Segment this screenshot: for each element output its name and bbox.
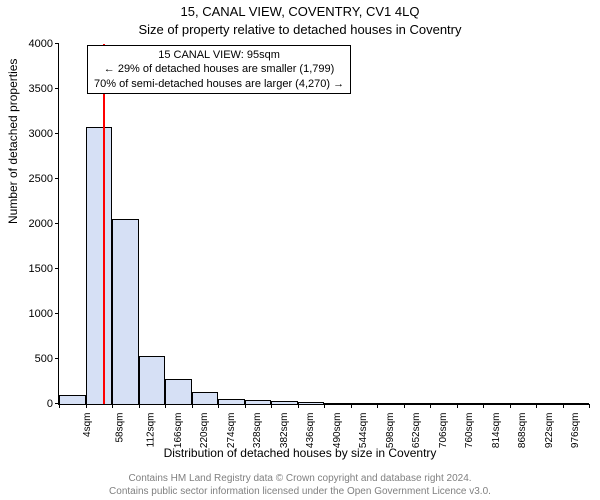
- histogram-bar: [218, 399, 245, 404]
- annotation-line3: 70% of semi-detached houses are larger (…: [94, 77, 344, 91]
- x-tick-label: 112sqm: [145, 413, 156, 448]
- annotation-line2: ← 29% of detached houses are smaller (1,…: [94, 62, 344, 76]
- y-axis-label: Number of detached properties: [6, 59, 20, 224]
- histogram-bar: [324, 403, 351, 404]
- x-axis-label: Distribution of detached houses by size …: [0, 446, 600, 460]
- x-tick-label: 328sqm: [252, 413, 263, 449]
- x-tick-label: 760sqm: [464, 413, 475, 449]
- x-tick-mark: [218, 404, 219, 408]
- y-tick-label: 2500: [29, 173, 59, 185]
- histogram-bar: [404, 403, 431, 404]
- histogram-bar: [112, 219, 139, 404]
- y-tick-label: 4000: [29, 38, 59, 50]
- histogram-bar: [245, 400, 272, 405]
- property-marker-line: [103, 44, 105, 404]
- histogram-bar: [536, 403, 563, 404]
- x-tick-mark: [536, 404, 537, 408]
- y-tick-mark: [55, 268, 59, 269]
- histogram-bar: [563, 403, 590, 404]
- x-tick-mark: [139, 404, 140, 408]
- y-tick-mark: [55, 88, 59, 89]
- y-tick-label: 3000: [29, 128, 59, 140]
- histogram-bar: [457, 403, 484, 404]
- y-tick-label: 1000: [29, 308, 59, 320]
- address-title: 15, CANAL VIEW, COVENTRY, CV1 4LQ: [0, 4, 600, 19]
- x-tick-mark: [510, 404, 511, 408]
- y-tick-label: 500: [35, 353, 59, 365]
- plot-area: 050010001500200025003000350040004sqm58sq…: [58, 44, 589, 405]
- x-tick-mark: [165, 404, 166, 408]
- y-tick-mark: [55, 133, 59, 134]
- footer-line2: Contains public sector information licen…: [0, 485, 600, 498]
- x-tick-label: 274sqm: [226, 413, 237, 449]
- x-tick-label: 976sqm: [570, 413, 581, 449]
- x-tick-label: 166sqm: [173, 413, 184, 449]
- histogram-bar: [483, 403, 510, 404]
- x-tick-mark: [298, 404, 299, 408]
- x-tick-mark: [324, 404, 325, 408]
- x-tick-mark: [563, 404, 564, 408]
- y-tick-mark: [55, 43, 59, 44]
- y-tick-mark: [55, 358, 59, 359]
- x-tick-label: 598sqm: [385, 413, 396, 449]
- histogram-bar: [510, 403, 537, 404]
- x-tick-label: 706sqm: [438, 413, 449, 449]
- x-tick-label: 58sqm: [114, 413, 125, 443]
- annotation-line1: 15 CANAL VIEW: 95sqm: [94, 48, 344, 62]
- histogram-bar: [139, 356, 166, 404]
- x-tick-label: 814sqm: [491, 413, 502, 449]
- x-tick-mark: [59, 404, 60, 408]
- y-tick-label: 0: [47, 398, 59, 410]
- histogram-bar: [351, 403, 378, 404]
- x-tick-label: 652sqm: [411, 413, 422, 449]
- x-tick-label: 490sqm: [332, 413, 343, 449]
- annotation-box: 15 CANAL VIEW: 95sqm ← 29% of detached h…: [87, 45, 351, 94]
- x-tick-mark: [86, 404, 87, 408]
- y-tick-mark: [55, 223, 59, 224]
- x-tick-mark: [245, 404, 246, 408]
- histogram-bar: [430, 403, 457, 404]
- footer: Contains HM Land Registry data © Crown c…: [0, 472, 600, 498]
- x-tick-mark: [483, 404, 484, 408]
- x-tick-mark: [192, 404, 193, 408]
- x-tick-label: 436sqm: [305, 413, 316, 449]
- x-tick-label: 382sqm: [279, 413, 290, 449]
- y-tick-label: 2000: [29, 218, 59, 230]
- histogram-bar: [271, 401, 298, 404]
- x-tick-label: 220sqm: [199, 413, 210, 449]
- x-tick-mark: [271, 404, 272, 408]
- x-tick-mark: [112, 404, 113, 408]
- x-tick-mark: [404, 404, 405, 408]
- chart-subtitle: Size of property relative to detached ho…: [0, 22, 600, 37]
- histogram-bar: [59, 395, 86, 404]
- histogram-bar: [86, 127, 113, 404]
- x-tick-label: 868sqm: [517, 413, 528, 449]
- x-tick-mark: [351, 404, 352, 408]
- histogram-bar: [298, 402, 325, 404]
- x-tick-mark: [377, 404, 378, 408]
- footer-line1: Contains HM Land Registry data © Crown c…: [0, 472, 600, 485]
- x-tick-mark: [589, 404, 590, 408]
- histogram-bar: [377, 403, 404, 404]
- bars-layer: [59, 44, 589, 404]
- x-tick-mark: [430, 404, 431, 408]
- chart-container: 15, CANAL VIEW, COVENTRY, CV1 4LQ Size o…: [0, 0, 600, 500]
- y-tick-mark: [55, 178, 59, 179]
- x-tick-mark: [457, 404, 458, 408]
- y-tick-label: 1500: [29, 263, 59, 275]
- x-tick-label: 922sqm: [544, 413, 555, 449]
- x-tick-label: 544sqm: [358, 413, 369, 449]
- y-tick-label: 3500: [29, 83, 59, 95]
- histogram-bar: [165, 379, 192, 404]
- y-tick-mark: [55, 313, 59, 314]
- x-tick-label: 4sqm: [82, 413, 93, 437]
- histogram-bar: [192, 392, 219, 404]
